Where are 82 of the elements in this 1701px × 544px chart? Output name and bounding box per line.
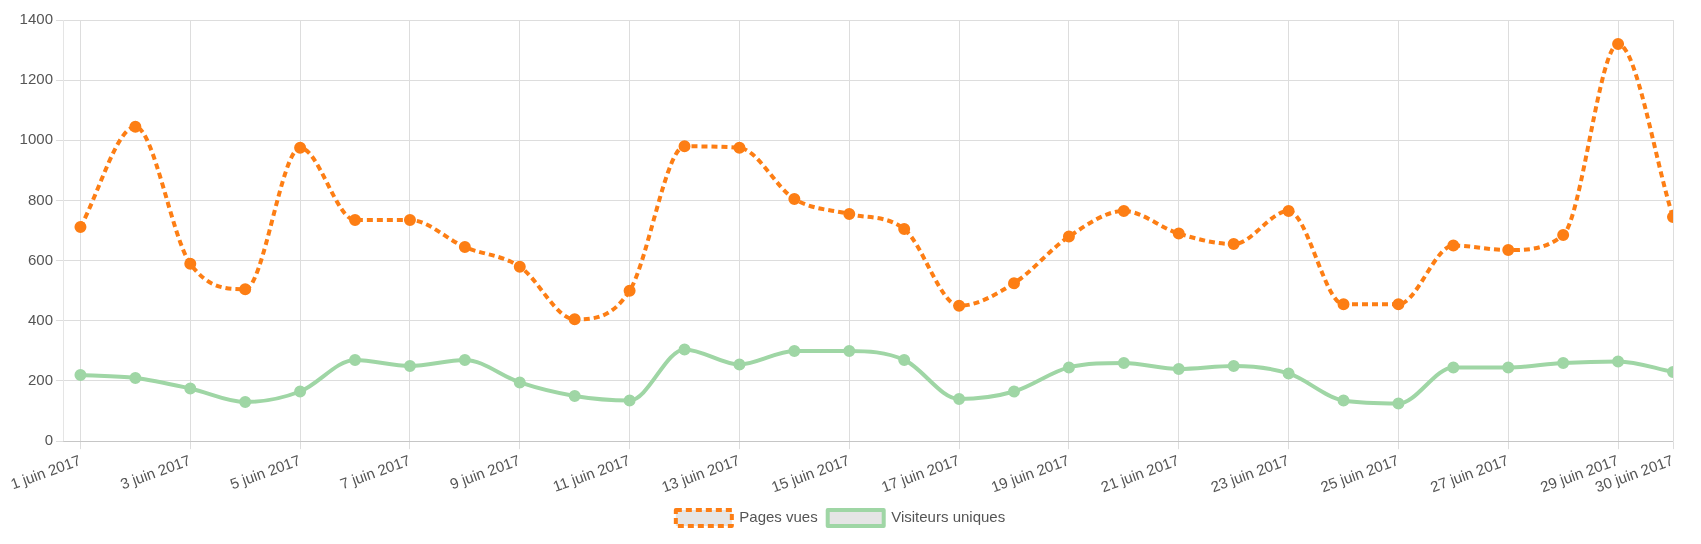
point — [568, 390, 581, 403]
legend-label: Visiteurs uniques — [891, 508, 1006, 526]
point — [184, 382, 197, 395]
point — [953, 393, 966, 406]
point — [239, 283, 252, 296]
point — [1172, 227, 1185, 240]
point — [1062, 230, 1075, 243]
x-tick-label: 3 juin 2017 — [117, 451, 193, 493]
y-tick-label: 0 — [44, 431, 53, 449]
point — [349, 353, 362, 366]
x-tick-label: 1 juin 2017 — [8, 451, 83, 493]
x-tick-label: 9 juin 2017 — [447, 451, 523, 493]
point — [349, 214, 362, 227]
point — [843, 344, 856, 357]
x-tick-label: 25 juin 2017 — [1318, 451, 1401, 496]
point — [458, 241, 471, 254]
point — [513, 376, 526, 389]
point — [294, 385, 307, 398]
point — [1392, 298, 1405, 311]
y-tick-label: 400 — [27, 310, 53, 328]
point — [1392, 397, 1405, 410]
point — [1502, 244, 1515, 257]
y-tick-label: 200 — [27, 371, 53, 389]
x-tick-label: 27 juin 2017 — [1428, 451, 1511, 496]
point — [1557, 229, 1570, 242]
point — [623, 284, 636, 297]
point — [1612, 38, 1625, 51]
point — [1008, 385, 1021, 398]
point — [898, 353, 911, 366]
point — [74, 220, 87, 233]
y-tick-label: 1200 — [19, 70, 53, 88]
point — [898, 223, 911, 236]
point — [788, 192, 801, 205]
x-tick-label: 11 juin 2017 — [550, 451, 633, 495]
point — [184, 257, 197, 270]
legend-label: Pages vues — [739, 508, 818, 526]
point — [1282, 367, 1295, 380]
x-tick-label: 17 juin 2017 — [878, 451, 962, 496]
point — [1008, 277, 1021, 290]
point — [403, 214, 416, 227]
point — [953, 299, 966, 312]
x-tick-label: 23 juin 2017 — [1208, 451, 1292, 496]
point — [1172, 362, 1185, 375]
point — [1062, 361, 1075, 374]
x-tick-label: 5 juin 2017 — [227, 451, 303, 493]
point — [129, 120, 142, 133]
x-tick-label: 21 juin 2017 — [1098, 451, 1182, 496]
point — [74, 368, 87, 381]
point — [1337, 298, 1350, 311]
point — [843, 208, 856, 221]
x-tick-label: 19 juin 2017 — [988, 451, 1072, 496]
point — [568, 313, 581, 326]
point — [733, 358, 746, 371]
x-tick-label: 15 juin 2017 — [769, 451, 852, 496]
x-tick-label: 13 juin 2017 — [659, 451, 742, 496]
y-tick-label: 800 — [27, 190, 53, 208]
point — [1282, 205, 1295, 218]
point — [129, 371, 142, 384]
y-tick-label: 600 — [27, 250, 53, 268]
point — [1447, 361, 1460, 374]
point — [788, 344, 801, 357]
point — [1502, 361, 1515, 374]
point — [458, 353, 471, 366]
point — [1557, 356, 1570, 369]
point — [403, 359, 416, 372]
point — [1117, 356, 1130, 369]
point — [1227, 238, 1240, 251]
point — [1447, 239, 1460, 252]
point — [623, 394, 636, 407]
point — [513, 260, 526, 273]
y-tick-label: 1000 — [19, 130, 53, 148]
point — [239, 396, 252, 409]
y-tick-label: 1400 — [19, 10, 53, 28]
point — [294, 141, 307, 154]
point — [1337, 394, 1350, 407]
point — [733, 141, 746, 154]
point — [678, 140, 691, 153]
point — [678, 343, 691, 356]
x-tick-label: 7 juin 2017 — [337, 451, 413, 493]
point — [1117, 205, 1130, 218]
point — [1227, 359, 1240, 372]
point — [1612, 355, 1625, 368]
